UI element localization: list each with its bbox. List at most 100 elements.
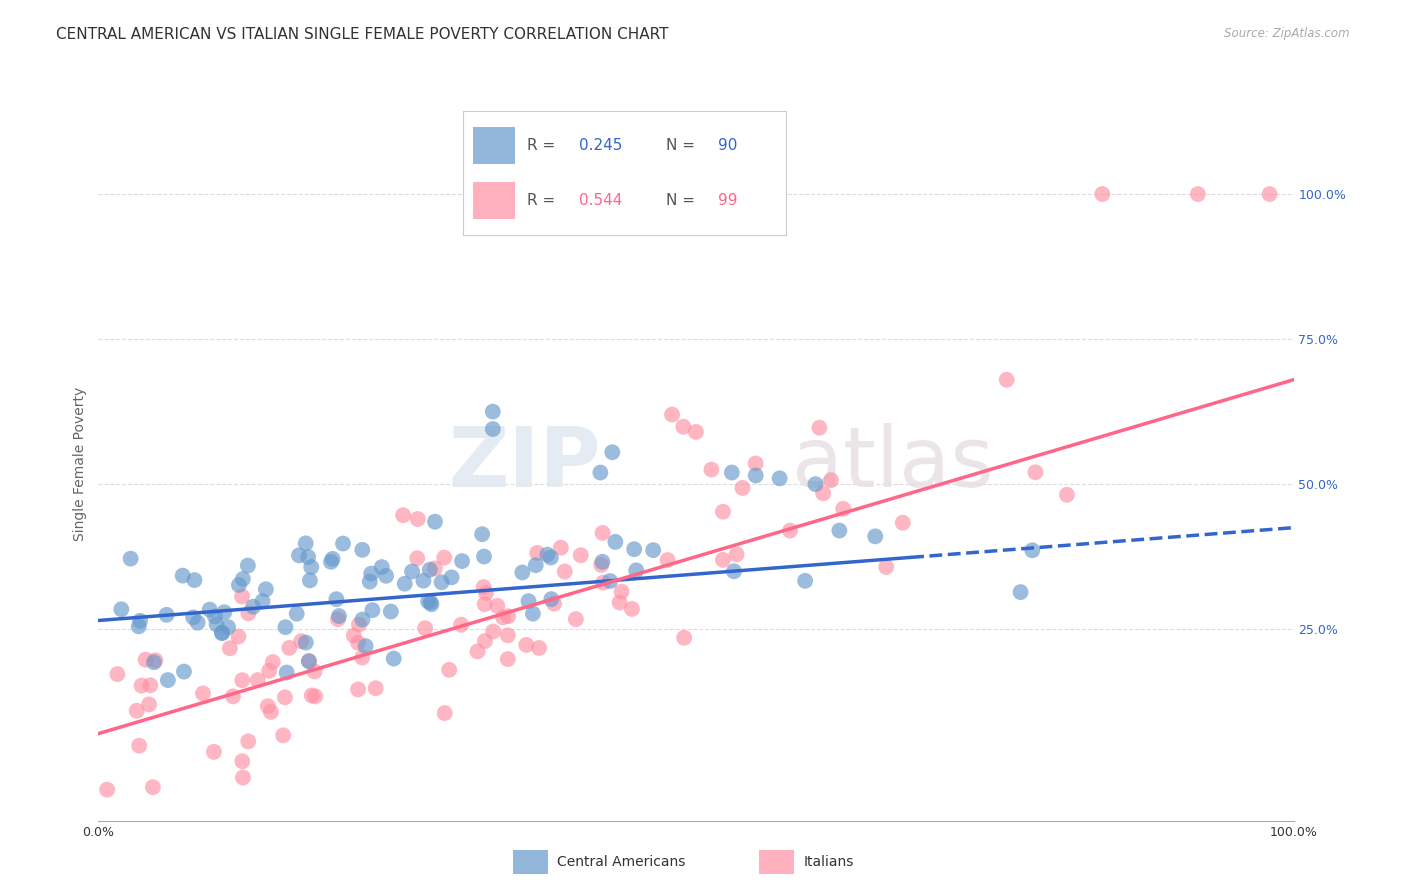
Text: ZIP: ZIP — [449, 424, 600, 504]
Point — [591, 558, 613, 572]
Point — [347, 636, 370, 650]
Point — [725, 548, 748, 562]
Point — [589, 466, 612, 480]
Point — [433, 706, 456, 720]
Point — [131, 679, 153, 693]
Point — [1056, 488, 1078, 502]
Point — [394, 576, 416, 591]
Point — [96, 782, 118, 797]
Point — [173, 665, 195, 679]
Point — [382, 651, 405, 665]
Point — [183, 573, 205, 587]
Point — [360, 566, 382, 581]
Point — [218, 641, 240, 656]
Point — [744, 457, 766, 471]
Point — [413, 621, 436, 635]
Point — [472, 580, 495, 594]
Point — [433, 550, 456, 565]
Point — [285, 607, 308, 621]
Text: Central Americans: Central Americans — [558, 855, 686, 869]
Point — [364, 681, 387, 696]
Text: Source: ZipAtlas.com: Source: ZipAtlas.com — [1225, 27, 1350, 40]
Point — [155, 607, 177, 622]
Point — [482, 624, 505, 639]
Point — [301, 689, 323, 703]
Point — [711, 505, 734, 519]
Point — [231, 590, 253, 604]
Point — [522, 607, 544, 621]
Point — [205, 617, 228, 632]
Point — [591, 555, 613, 569]
Point — [515, 638, 537, 652]
Y-axis label: Single Female Poverty: Single Female Poverty — [73, 387, 87, 541]
Point — [326, 612, 349, 626]
Point — [467, 644, 489, 658]
Point — [290, 634, 312, 648]
Point — [156, 673, 179, 687]
Point — [685, 425, 707, 439]
Point — [332, 536, 354, 550]
Point — [745, 468, 768, 483]
Point — [624, 563, 647, 577]
Point — [110, 602, 132, 616]
Point — [808, 420, 831, 434]
Point — [361, 603, 384, 617]
Point — [304, 690, 326, 704]
Point — [657, 553, 679, 567]
Point — [294, 635, 316, 649]
Point — [1187, 187, 1209, 202]
Point — [211, 625, 233, 640]
Point — [496, 609, 519, 624]
Point — [304, 665, 326, 679]
Point — [804, 477, 827, 491]
Point — [794, 574, 817, 588]
Point — [371, 560, 394, 574]
Point — [605, 534, 627, 549]
Point — [471, 527, 494, 541]
Point — [254, 582, 277, 597]
Point — [299, 560, 322, 574]
Point — [325, 592, 347, 607]
Point — [347, 682, 370, 697]
Point — [526, 546, 548, 560]
Point — [768, 471, 790, 485]
Point — [496, 652, 519, 666]
Point — [891, 516, 914, 530]
Point — [643, 543, 665, 558]
Point — [347, 617, 370, 632]
Point — [319, 555, 342, 569]
Point — [419, 563, 441, 577]
Point — [723, 564, 745, 578]
Point — [214, 605, 236, 619]
Point — [609, 595, 631, 609]
Point — [474, 597, 496, 611]
Point — [406, 512, 429, 526]
Point — [811, 486, 834, 500]
Point — [128, 619, 150, 633]
Point — [238, 607, 260, 621]
Point — [294, 536, 316, 550]
Point — [271, 728, 294, 742]
Point — [236, 558, 259, 573]
Point — [297, 550, 319, 565]
Point — [274, 690, 297, 705]
Point — [228, 578, 250, 592]
Point — [527, 640, 550, 655]
Point — [1021, 543, 1043, 558]
Point — [359, 574, 381, 589]
Point — [437, 663, 460, 677]
Point — [602, 445, 624, 459]
Point — [198, 602, 221, 616]
Point — [298, 654, 321, 668]
Point — [550, 541, 572, 555]
Point — [430, 575, 453, 590]
Point — [172, 568, 194, 582]
Point — [419, 595, 441, 609]
Point — [222, 690, 245, 704]
Point — [278, 640, 301, 655]
Point — [187, 615, 209, 630]
Point — [440, 570, 463, 584]
Bar — [759, 849, 793, 874]
Point — [202, 745, 225, 759]
Point — [1024, 465, 1046, 479]
